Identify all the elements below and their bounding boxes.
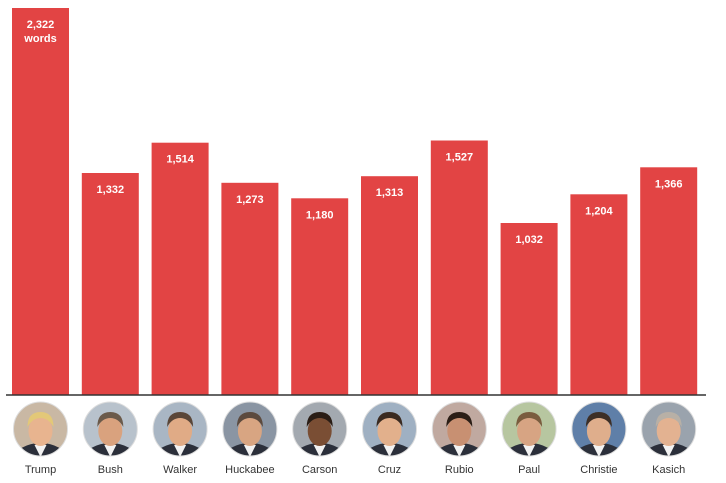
value-label-paul: 1,032 xyxy=(515,234,543,246)
value-label-cruz: 1,313 xyxy=(376,187,404,199)
category-label-huckabee: Huckabee xyxy=(225,464,275,476)
value-label-trump: 2,322 xyxy=(27,19,55,31)
category-label-walker: Walker xyxy=(163,464,197,476)
category-label-rubio: Rubio xyxy=(445,464,474,476)
value-label-bush: 1,332 xyxy=(97,184,125,196)
candidate-portrait-icon xyxy=(82,401,138,457)
category-label-paul: Paul xyxy=(518,464,540,476)
bar-carson xyxy=(291,198,349,395)
category-label-cruz: Cruz xyxy=(378,464,401,476)
candidate-portrait-icon xyxy=(641,401,697,457)
category-label-trump: Trump xyxy=(25,464,56,476)
value-label-kasich: 1,366 xyxy=(655,178,683,190)
candidate-portrait-icon xyxy=(152,401,208,457)
candidate-portrait-icon xyxy=(362,401,417,457)
candidate-portrait-icon xyxy=(222,401,278,457)
avatars-group xyxy=(13,401,697,457)
bar-paul xyxy=(500,223,558,395)
category-label-carson: Carson xyxy=(302,464,337,476)
value-label-christie: 1,204 xyxy=(585,205,613,217)
category-label-bush: Bush xyxy=(98,464,123,476)
category-labels-group: Trump Bush Walker Huckabee Carson Cruz Rubio Pa… xyxy=(25,464,685,476)
candidate-portrait-icon xyxy=(431,401,487,457)
value-label-carson: 1,180 xyxy=(306,209,334,221)
category-label-christie: Christie xyxy=(580,464,617,476)
bars-group xyxy=(12,8,698,395)
value-label-huckabee: 1,273 xyxy=(236,194,264,206)
bar-huckabee xyxy=(221,182,279,395)
candidate-portrait-icon xyxy=(13,401,68,457)
bar-cruz xyxy=(361,176,418,395)
value-label-walker: 1,514 xyxy=(166,154,194,166)
candidate-portrait-icon xyxy=(501,401,557,457)
unit-label: words xyxy=(23,33,56,45)
bar-walker xyxy=(151,142,209,395)
bar-rubio xyxy=(430,140,488,395)
bar-christie xyxy=(570,194,628,395)
bar-kasich xyxy=(640,167,698,395)
bar-bush xyxy=(81,173,139,395)
candidate-portrait-icon xyxy=(571,401,627,457)
value-labels-group: 2,322 words 1,332 1,514 1,273 1,180 1,313 1,527… xyxy=(23,19,682,246)
candidate-portrait-icon xyxy=(292,401,348,457)
bar-trump xyxy=(12,8,69,395)
category-label-kasich: Kasich xyxy=(652,464,685,476)
value-label-rubio: 1,527 xyxy=(446,152,474,164)
